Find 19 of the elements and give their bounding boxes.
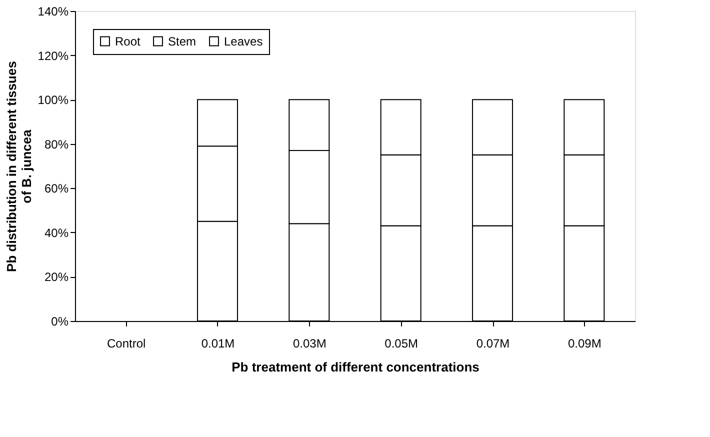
y-tick-label: 0%	[51, 314, 69, 328]
y-tick-label: 20%	[44, 270, 69, 284]
x-axis-title: Pb treatment of different concentrations	[232, 360, 480, 374]
legend-label: Leaves	[224, 34, 263, 48]
y-tick-label: 120%	[38, 48, 69, 63]
y-tick-label: 60%	[44, 182, 69, 196]
x-tick-label: 0.05M	[384, 336, 418, 350]
x-tick-label: 0.09M	[568, 336, 602, 350]
x-tick-label: Control	[106, 336, 146, 350]
x-tick-label: 0.07M	[476, 336, 510, 350]
legend-label: Root	[115, 34, 142, 48]
y-tick-label: 100%	[38, 93, 69, 108]
y-axis-title: Pb distribution in different tissues of B. juncea	[4, 61, 34, 272]
x-tick-label: 0.01M	[201, 336, 235, 350]
y-tick-label: 80%	[44, 137, 69, 152]
x-tick-label: 0.03M	[292, 336, 326, 350]
y-tick-label: 140%	[38, 4, 69, 18]
legend-label: Stem	[168, 34, 196, 48]
y-tick-label: 40%	[44, 226, 69, 240]
